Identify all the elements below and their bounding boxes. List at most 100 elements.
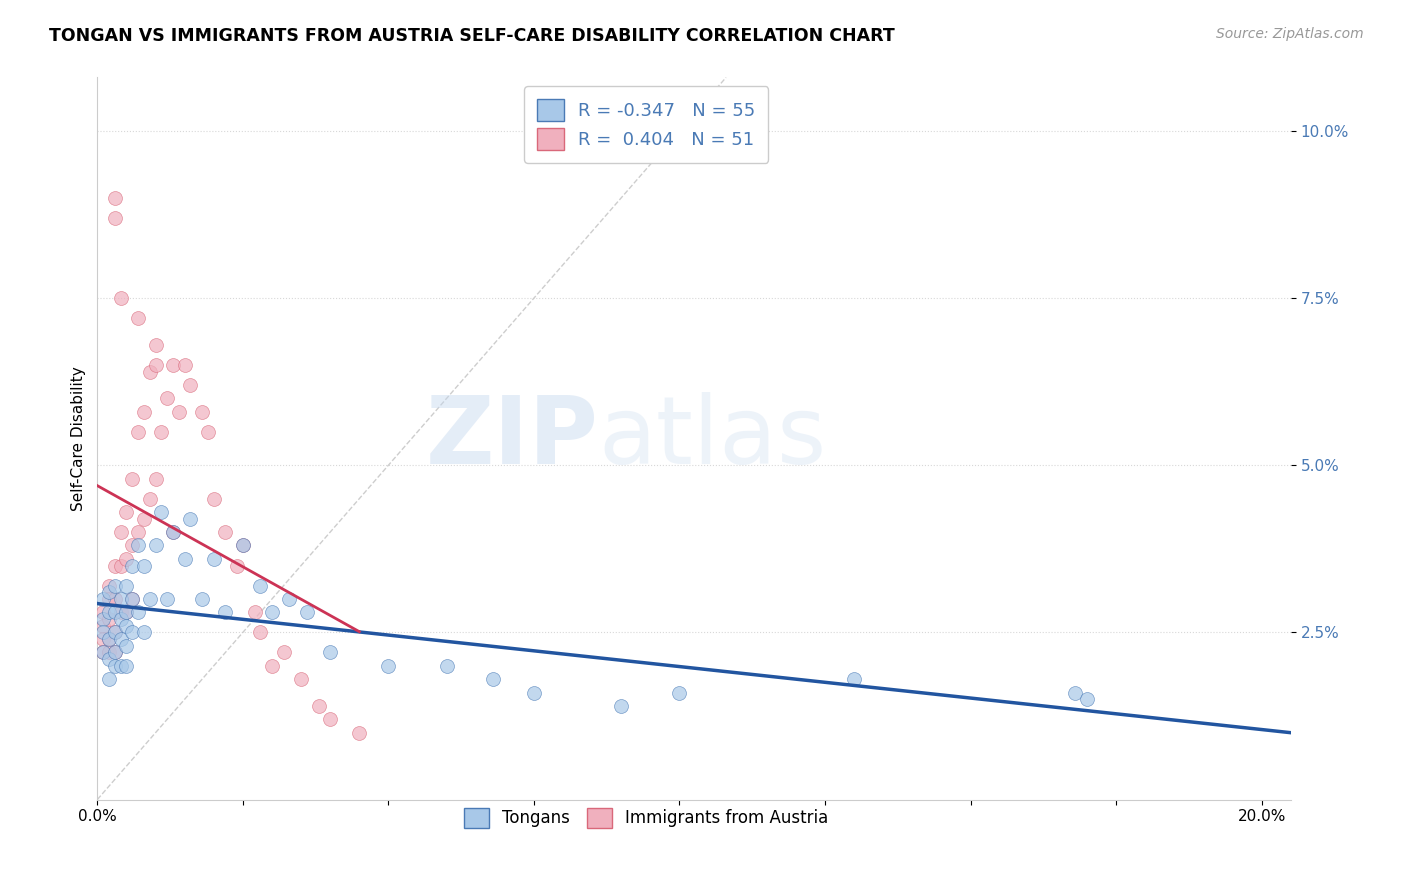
Point — [121, 538, 143, 552]
Point — [121, 591, 143, 606]
Point — [110, 658, 132, 673]
Point — [91, 645, 114, 659]
Point — [197, 425, 219, 439]
Point — [115, 578, 138, 592]
Point — [319, 645, 342, 659]
Point — [1076, 692, 1098, 706]
Point — [436, 658, 458, 673]
Point — [127, 425, 149, 439]
Point — [156, 392, 179, 406]
Point — [249, 578, 271, 592]
Point — [104, 591, 127, 606]
Point — [1064, 685, 1087, 699]
Point — [162, 525, 184, 540]
Point — [232, 538, 254, 552]
Point — [290, 672, 312, 686]
Text: Source: ZipAtlas.com: Source: ZipAtlas.com — [1216, 27, 1364, 41]
Point — [91, 591, 114, 606]
Point — [842, 672, 865, 686]
Point — [104, 605, 127, 619]
Point — [98, 632, 121, 646]
Point — [98, 578, 121, 592]
Point — [179, 378, 201, 392]
Point — [91, 645, 114, 659]
Point — [104, 645, 127, 659]
Point — [91, 632, 114, 646]
Point — [110, 605, 132, 619]
Text: TONGAN VS IMMIGRANTS FROM AUSTRIA SELF-CARE DISABILITY CORRELATION CHART: TONGAN VS IMMIGRANTS FROM AUSTRIA SELF-C… — [49, 27, 896, 45]
Point — [377, 658, 399, 673]
Point — [132, 558, 155, 573]
Point — [104, 558, 127, 573]
Point — [482, 672, 505, 686]
Point — [132, 625, 155, 640]
Point — [98, 612, 121, 626]
Point — [98, 652, 121, 666]
Point — [278, 591, 301, 606]
Point — [260, 605, 283, 619]
Point — [173, 358, 195, 372]
Point — [104, 191, 127, 205]
Text: atlas: atlas — [599, 392, 827, 484]
Point — [110, 558, 132, 573]
Point — [260, 658, 283, 673]
Point — [243, 605, 266, 619]
Point — [110, 632, 132, 646]
Point — [139, 491, 162, 506]
Point — [202, 551, 225, 566]
Point — [191, 405, 214, 419]
Point — [295, 605, 318, 619]
Point — [202, 491, 225, 506]
Point — [91, 605, 114, 619]
Point — [104, 658, 127, 673]
Point — [273, 645, 295, 659]
Point — [132, 405, 155, 419]
Y-axis label: Self-Care Disability: Self-Care Disability — [72, 366, 86, 511]
Point — [173, 551, 195, 566]
Point — [349, 725, 371, 739]
Point — [115, 605, 138, 619]
Point — [98, 672, 121, 686]
Point — [104, 578, 127, 592]
Point — [115, 639, 138, 653]
Point — [308, 698, 330, 713]
Point — [162, 525, 184, 540]
Point — [167, 405, 190, 419]
Point — [139, 591, 162, 606]
Point — [150, 505, 173, 519]
Text: ZIP: ZIP — [426, 392, 599, 484]
Point — [249, 625, 271, 640]
Point — [121, 472, 143, 486]
Point — [668, 685, 690, 699]
Point — [121, 558, 143, 573]
Point — [104, 645, 127, 659]
Point — [226, 558, 249, 573]
Point — [91, 612, 114, 626]
Point — [162, 358, 184, 372]
Point — [214, 525, 236, 540]
Point — [145, 338, 167, 352]
Point — [214, 605, 236, 619]
Point — [127, 311, 149, 326]
Point — [115, 505, 138, 519]
Point — [98, 605, 121, 619]
Point — [98, 645, 121, 659]
Point — [110, 525, 132, 540]
Point — [523, 685, 546, 699]
Point — [104, 625, 127, 640]
Point — [110, 591, 132, 606]
Point — [319, 712, 342, 726]
Point — [150, 425, 173, 439]
Point — [145, 472, 167, 486]
Point — [610, 698, 633, 713]
Point — [127, 538, 149, 552]
Point — [104, 625, 127, 640]
Point — [110, 612, 132, 626]
Point — [115, 605, 138, 619]
Point — [139, 365, 162, 379]
Point — [91, 625, 114, 640]
Point — [98, 585, 121, 599]
Point — [179, 512, 201, 526]
Point — [191, 591, 214, 606]
Point — [145, 538, 167, 552]
